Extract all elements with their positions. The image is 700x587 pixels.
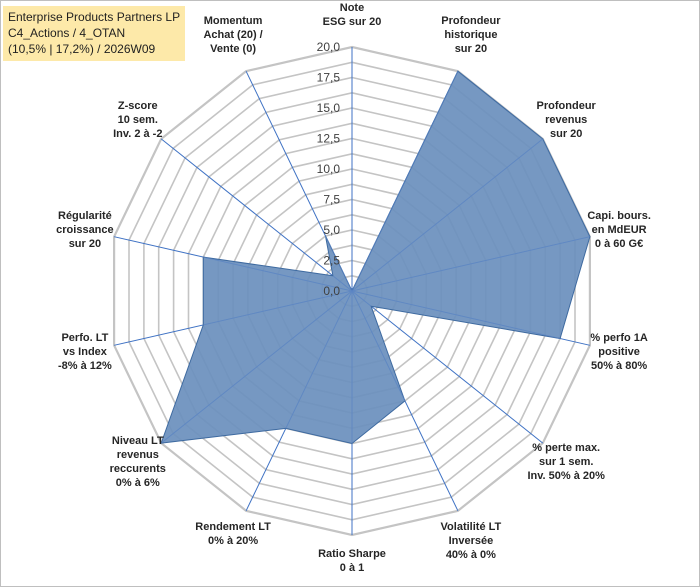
tick-label: 7,5	[323, 193, 340, 207]
tick-label: 12,5	[317, 132, 341, 146]
series-spoke	[351, 138, 544, 292]
title-line-1: Enterprise Products Partners LP	[8, 10, 181, 24]
axis-label: Note ESG sur 20	[323, 2, 382, 28]
series-area	[160, 70, 591, 445]
series-spoke	[160, 290, 353, 444]
series-spoke	[203, 290, 353, 326]
axis-label: Rendement LT 0% à 20%	[195, 521, 271, 547]
tick-label: 20,0	[317, 40, 341, 54]
axis-label: Perfo. LT vs Index -8% à 12%	[58, 332, 112, 372]
tick-label: 15,0	[317, 101, 341, 115]
series-spoke	[351, 236, 590, 292]
series-spoke	[203, 256, 353, 292]
tick-label: 0,0	[323, 284, 340, 298]
series-spoke	[285, 290, 353, 429]
axis-label: Momentum Achat (20) / Vente (0)	[203, 15, 262, 55]
tick-label: 17,5	[317, 71, 341, 85]
title-line-2: C4_Actions / 4_OTAN	[8, 26, 126, 40]
chart-title-box: Enterprise Products Partners LP C4_Actio…	[3, 6, 186, 61]
axis-label: Niveau LT revenus reccurents 0% à 6%	[110, 435, 166, 489]
axis-label: Ratio Sharpe 0 à 1	[318, 548, 386, 574]
tick-label: 5,0	[323, 223, 340, 237]
tick-label: 10,0	[317, 162, 341, 176]
axis-label: Z-score 10 sem. Inv. 2 à -2	[113, 100, 162, 140]
title-line-3: (10,5% | 17,2%) / 2026W09	[8, 42, 156, 56]
series-spoke	[332, 275, 353, 292]
axis-label: Régularité croissance sur 20	[56, 210, 113, 250]
axis-label: Volatilité LT Inversée 40% à 0%	[441, 521, 502, 561]
axis-spoke	[160, 138, 353, 292]
series-spoke	[351, 290, 561, 339]
data-series	[160, 70, 591, 445]
axis-label: Capi. bours. en MdEUR 0 à 60 G€	[587, 210, 651, 250]
tick-label: 2,5	[323, 254, 340, 268]
axis-label: % perfo 1A positive 50% à 80%	[590, 332, 648, 372]
axis-label: % perte max. sur 1 sem. Inv. 50% à 20%	[527, 442, 605, 482]
axis-labels: Note ESG sur 20 Profondeur historique sur 20…	[56, 2, 651, 574]
series-spoke	[351, 290, 406, 402]
axis-label: Profondeur revenus sur 20	[537, 100, 597, 140]
axis-label: Profondeur historique sur 20	[441, 15, 501, 55]
series-spoke	[325, 235, 353, 292]
series-spoke	[351, 290, 372, 307]
tick-labels: 0,0 2,5 5,0 7,5 10,0 12,5 15,0 17,5 20,0	[317, 40, 341, 298]
series-spoke	[351, 71, 459, 292]
axis-spoke	[351, 290, 544, 444]
